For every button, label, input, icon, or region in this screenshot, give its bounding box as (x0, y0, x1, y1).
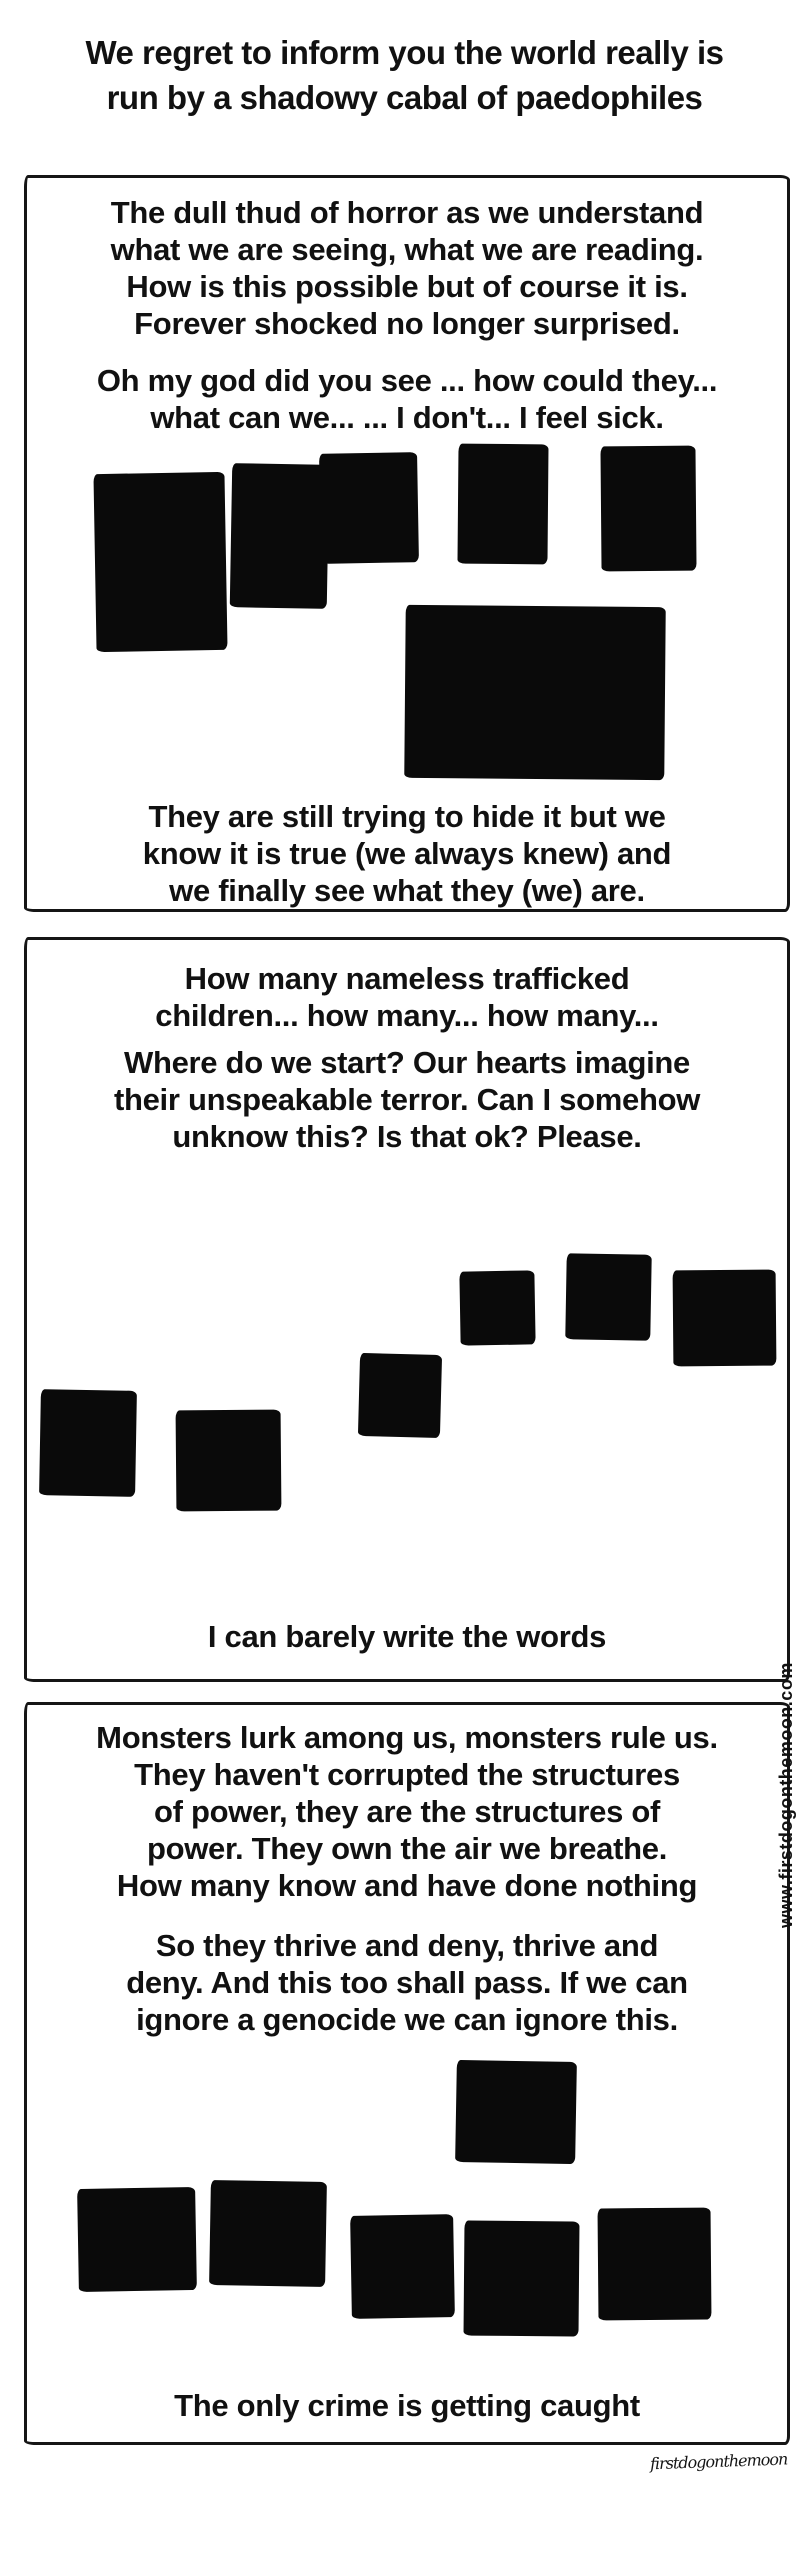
redaction-box (357, 1352, 443, 1439)
caption-paragraph: Monsters lurk among us, monsters rule us… (27, 1719, 787, 1904)
caption-line: what we are seeing, what we are reading. (110, 232, 704, 267)
caption-line: of power, they are the structures of (154, 1794, 660, 1829)
panel-3: Monsters lurk among us, monsters rule us… (24, 1702, 790, 2445)
panel-2: How many nameless trafficked children... … (24, 937, 790, 1682)
panel-1: The dull thud of horror as we understand… (24, 175, 790, 912)
caption-line: deny. And this too shall pass. If we can (126, 1965, 688, 2000)
caption-line: Oh my god did you see ... how could they… (96, 363, 718, 398)
caption-line: Where do we start? Our hearts imagine (124, 1045, 690, 1080)
redaction-box (93, 471, 228, 653)
caption-line: what can we... ... I don't... I feel sic… (150, 400, 664, 435)
redaction-box (209, 2179, 327, 2288)
comic-title: We regret to inform you the world really… (12, 30, 797, 120)
caption-line: So they thrive and deny, thrive and (155, 1928, 659, 1963)
redaction-box (77, 2186, 197, 2293)
redaction-box (459, 1270, 536, 1346)
redaction-box (39, 1389, 137, 1497)
caption-line: unknow this? Is that ok? Please. (172, 1119, 642, 1154)
caption-line: How many nameless trafficked (184, 961, 630, 996)
caption-paragraph: Where do we start? Our hearts imagine the… (27, 1044, 787, 1155)
caption-line: How is this possible but of course it is… (126, 269, 688, 304)
redaction-box (597, 2207, 712, 2321)
redaction-box (455, 2059, 577, 2165)
caption-paragraph: The dull thud of horror as we understand… (27, 194, 787, 342)
redaction-box (175, 1409, 282, 1512)
caption-paragraph: The only crime is getting caught (27, 2387, 787, 2424)
caption-line: They are still trying to hide it but we (148, 799, 666, 834)
redaction-box (600, 445, 697, 572)
website-url-vertical-text: www.firstdogonthemoon.com (776, 1662, 796, 1928)
redaction-box (319, 452, 419, 564)
title-line: We regret to inform you the world really… (85, 34, 724, 71)
caption-line: How many know and have done nothing (116, 1868, 698, 1903)
caption-line: ignore a genocide we can ignore this. (136, 2002, 678, 2037)
caption-line: their unspeakable terror. Can I somehow (113, 1082, 701, 1117)
caption-paragraph: I can barely write the words (27, 1618, 787, 1655)
caption-paragraph: How many nameless trafficked children... … (27, 960, 787, 1034)
redaction-box (404, 604, 666, 781)
caption-paragraph: So they thrive and deny, thrive and deny.… (27, 1927, 787, 2038)
caption-line: Forever shocked no longer surprised. (134, 306, 680, 341)
caption-line: power. They own the air we breathe. (146, 1831, 668, 1866)
caption-line: The only crime is getting caught (174, 2388, 640, 2423)
caption-line: The dull thud of horror as we understand (110, 195, 704, 230)
redaction-box (457, 443, 549, 565)
caption-line: Monsters lurk among us, monsters rule us… (96, 1720, 718, 1755)
caption-paragraph: Oh my god did you see ... how could they… (27, 362, 787, 436)
redaction-box (565, 1253, 652, 1341)
caption-line: I can barely write the words (207, 1619, 607, 1654)
redaction-box (672, 1269, 777, 1367)
caption-line: children... how many... how many... (155, 998, 659, 1033)
caption-line: we finally see what they (we) are. (169, 873, 645, 908)
caption-line: They haven't corrupted the structures (134, 1757, 680, 1792)
caption-line: know it is true (we always knew) and (142, 836, 672, 871)
artist-signature: firstdogonthemoon (649, 2449, 788, 2474)
redaction-box (350, 2214, 455, 2319)
redaction-box (229, 463, 330, 609)
redaction-box (463, 2220, 580, 2337)
caption-paragraph: They are still trying to hide it but we k… (27, 798, 787, 909)
title-line: run by a shadowy cabal of paedophiles (106, 79, 703, 116)
